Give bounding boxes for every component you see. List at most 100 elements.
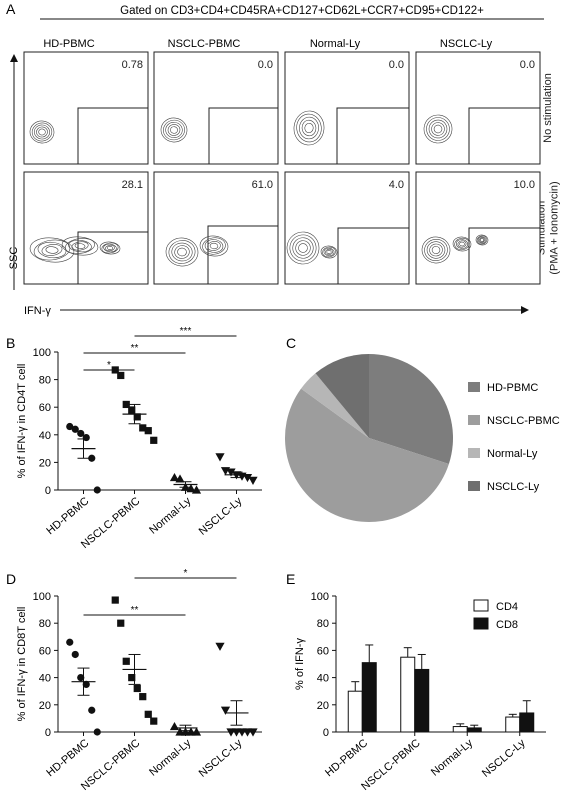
panel-b-ytick-label-20: 20 <box>39 457 51 469</box>
panel-d: D 0 20 40 60 80 100 % of IFN-γ in CD8T cell HD-… <box>6 568 262 793</box>
panel-b-point-nsclc-pbmc-2 <box>122 400 130 409</box>
panel-b-xtick-label-hd-pbmc: HD-PBMC <box>44 495 91 537</box>
panel-d-point-hd-pbmc-0 <box>66 638 74 646</box>
flow-contour-hd-pbmc-stim-2-1 <box>101 242 119 254</box>
flow-contour-nsclc-pbmc-unstim-0-2 <box>165 122 183 138</box>
panel-b-point-nsclc-pbmc-6 <box>144 427 152 435</box>
flow-contour-nsclc-ly-unstim-0-2 <box>428 119 448 139</box>
chart-b: 0 20 40 60 80 100 % of IFN-γ in CD4T cell HD-PB… <box>16 326 262 551</box>
gate-label: Gated on CD3+CD4+CD45RA+CD127+CD62L+CCR7… <box>120 5 484 17</box>
flow-percentage-nsclc-ly-unstim: 0.0 <box>520 59 535 71</box>
pie-slice-nsclc-pbmc <box>285 388 449 522</box>
panel-b-ytick-label-100: 100 <box>33 347 51 359</box>
panel-d-ytick-label-20: 20 <box>39 700 51 712</box>
flow-contour-nsclc-ly-unstim-0-0 <box>423 114 453 144</box>
panel-e-letter: E <box>286 571 295 587</box>
flow-contour-nsclc-ly-stim-2-1 <box>476 235 488 245</box>
panel-e-legend-swatch-cd4 <box>473 599 489 612</box>
flow-contour-nsclc-ly-unstim-0-4 <box>433 124 443 134</box>
panel-d-point-nsclc-pbmc-7 <box>150 717 158 725</box>
bar-cd4-normal-ly <box>452 726 468 733</box>
bar-cd4-hd-pbmc <box>347 690 363 733</box>
panel-d-sig-label-0: ** <box>131 605 139 616</box>
panel-d-point-nsclc-pbmc-3 <box>128 674 136 682</box>
flow-contour-hd-pbmc-stim-1-1 <box>65 238 95 254</box>
panel-d-ytick-label-80: 80 <box>39 618 51 630</box>
panel-d-point-nsclc-pbmc-6 <box>144 710 152 718</box>
flow-contour-hd-pbmc-stim-1-0 <box>61 236 99 256</box>
panel-b-point-nsclc-pbmc-1 <box>117 371 125 380</box>
flow-gate-normal-ly-unstim <box>336 107 410 165</box>
row-label-no-stimulation-line-0: No stimulation <box>542 73 554 143</box>
panel-b-point-nsclc-pbmc-7 <box>150 436 158 444</box>
panel-d-point-hd-pbmc-4 <box>88 706 96 714</box>
flow-contour-nsclc-ly-stim-1-2 <box>455 239 469 249</box>
flow-contour-nsclc-ly-stim-0-1 <box>424 239 448 261</box>
flow-contour-nsclc-pbmc-stim-0-2 <box>171 242 193 262</box>
panel-b-point-normal-ly-1 <box>175 474 185 483</box>
flow-plot-hd-pbmc-stim <box>23 171 149 285</box>
flow-contour-normal-ly-stim-1-0 <box>320 245 338 259</box>
flow-contour-normal-ly-stim-0-3 <box>295 240 311 256</box>
flow-contour-nsclc-pbmc-stim-1-4 <box>209 242 219 250</box>
panel-d-ytick-label-40: 40 <box>39 673 51 685</box>
flow-contour-nsclc-pbmc-stim-1-1 <box>202 237 226 255</box>
row-label-stimulation-line-1: (PMA + Ionomycin) <box>549 181 561 274</box>
panel-e-ytick-label-20: 20 <box>317 700 329 712</box>
flow-contour-nsclc-pbmc-stim-0-4 <box>177 247 187 257</box>
flow-contour-normal-ly-unstim-0-3 <box>301 119 317 137</box>
panel-d-point-hd-pbmc-3 <box>82 680 90 689</box>
flow-contour-nsclc-pbmc-unstim-0-4 <box>170 126 178 134</box>
panel-b-point-hd-pbmc-1 <box>71 425 79 433</box>
panel-e-xtick-label-hd-pbmc: HD-PBMC <box>323 737 370 779</box>
column-label-hd-pbmc: HD-PBMC <box>43 38 94 50</box>
column-label-nsclc-pbmc: NSCLC-PBMC <box>168 38 241 50</box>
flow-contour-nsclc-ly-stim-0-2 <box>426 241 446 259</box>
flow-contour-nsclc-pbmc-stim-0-3 <box>174 245 190 259</box>
flow-contour-nsclc-pbmc-stim-1-2 <box>204 239 224 253</box>
panel-e-xtick-label-nsclc-ly: NSCLC-Ly <box>480 737 528 780</box>
panel-d-point-hd-pbmc-2 <box>77 674 85 682</box>
flow-contour-nsclc-pbmc-stim-1-0 <box>199 235 229 257</box>
panel-d-point-hd-pbmc-5 <box>93 728 101 736</box>
pie-slice-normal-ly <box>301 373 369 438</box>
flow-contour-hd-pbmc-stim-0-1 <box>33 239 71 261</box>
bar-cd8-nsclc-ly <box>519 712 535 733</box>
panel-d-point-nsclc-ly-1 <box>220 706 231 715</box>
flow-contour-nsclc-pbmc-unstim-0-1 <box>163 119 185 141</box>
flow-contour-hd-pbmc-unstim-0-4 <box>38 128 46 136</box>
bar-cd4-nsclc-pbmc <box>400 656 416 733</box>
panel-b-point-nsclc-ly-6 <box>248 476 258 485</box>
panel-e-xtick-label-normal-ly: Normal-Ly <box>429 737 476 779</box>
flow-contour-hd-pbmc-stim-0-2 <box>37 241 67 259</box>
column-label-normal-ly: Normal-Ly <box>310 38 361 50</box>
flow-percentage-nsclc-pbmc-unstim: 0.0 <box>258 59 273 71</box>
flow-contour-nsclc-ly-stim-1-4 <box>459 241 465 247</box>
panel-d-point-nsclc-ly-6 <box>248 728 258 737</box>
flow-contour-nsclc-ly-stim-1-0 <box>452 236 472 252</box>
flow-contour-nsclc-ly-stim-1-1 <box>454 237 470 251</box>
panel-b-point-hd-pbmc-4 <box>88 454 96 462</box>
flow-contour-normal-ly-stim-0-2 <box>292 237 314 259</box>
flow-contour-normal-ly-unstim-0-0 <box>293 110 325 146</box>
flow-contour-normal-ly-stim-0-4 <box>298 243 308 253</box>
panel-e-legend-label-cd4: CD4 <box>496 601 518 613</box>
panel-d-point-hd-pbmc-1 <box>71 650 79 659</box>
panel-b-point-hd-pbmc-2 <box>77 429 85 438</box>
flow-contour-hd-pbmc-stim-0-4 <box>45 246 59 254</box>
panel-e-ytick-label-80: 80 <box>317 618 329 630</box>
ifn-axis-label: IFN-γ <box>24 305 51 317</box>
panel-b-y-axis-label: % of IFN-γ in CD4T cell <box>16 364 28 479</box>
flow-contour-normal-ly-stim-1-4 <box>326 250 332 254</box>
flow-gate-nsclc-ly-stim <box>468 227 541 285</box>
flow-contour-hd-pbmc-unstim-0-0 <box>29 120 55 144</box>
flow-contour-hd-pbmc-unstim-0-2 <box>34 124 50 140</box>
panel-e-ytick-label-100: 100 <box>311 591 329 603</box>
flow-contour-hd-pbmc-unstim-0-3 <box>36 126 48 138</box>
panel-e-y-axis-label: % of IFN-γ <box>294 638 306 690</box>
panel-b-letter: B <box>6 335 15 351</box>
panel-b-ytick-label-60: 60 <box>39 402 51 414</box>
flow-contour-hd-pbmc-stim-0-0 <box>29 237 75 263</box>
